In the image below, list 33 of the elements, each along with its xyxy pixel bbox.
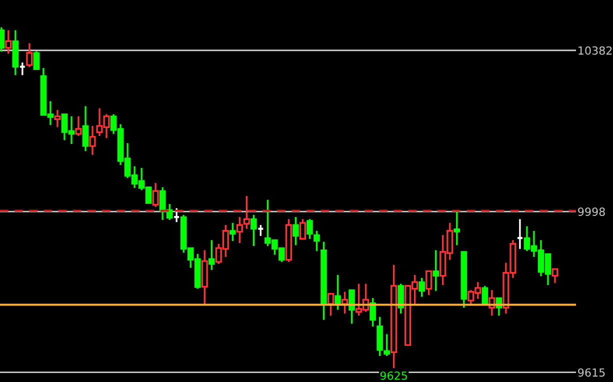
candlestick bbox=[418, 277, 425, 298]
candlestick bbox=[552, 268, 558, 284]
candlestick bbox=[18, 62, 26, 76]
candlestick bbox=[152, 182, 159, 208]
candlestick bbox=[454, 209, 460, 246]
candlestick bbox=[299, 218, 306, 240]
candlestick bbox=[89, 125, 96, 156]
annotation: 9625 bbox=[380, 371, 407, 380]
candlestick bbox=[208, 239, 215, 271]
candlestick bbox=[398, 282, 404, 314]
candlestick bbox=[482, 285, 488, 305]
y-tick-label: 10382 bbox=[578, 46, 612, 55]
candlestick bbox=[292, 216, 299, 246]
candlestick bbox=[306, 218, 313, 240]
candlestick bbox=[173, 207, 180, 223]
candlestick bbox=[5, 29, 12, 55]
candlestick bbox=[327, 293, 334, 317]
candlestick bbox=[257, 224, 264, 237]
candlestick bbox=[26, 42, 33, 68]
candlestick bbox=[75, 115, 82, 137]
candlestick bbox=[33, 50, 40, 70]
candlestick bbox=[250, 214, 257, 247]
candlestick bbox=[54, 109, 61, 128]
y-tick-label: 9998 bbox=[578, 208, 605, 216]
candlestick bbox=[426, 270, 432, 296]
candlestick bbox=[334, 274, 341, 311]
candlestick bbox=[370, 297, 376, 328]
y-tick-label: 9615 bbox=[578, 368, 605, 377]
candlestick bbox=[314, 230, 320, 252]
candlestick bbox=[432, 249, 439, 292]
candlestick bbox=[348, 289, 355, 324]
candlestick bbox=[229, 222, 236, 242]
candlestick bbox=[82, 105, 89, 152]
